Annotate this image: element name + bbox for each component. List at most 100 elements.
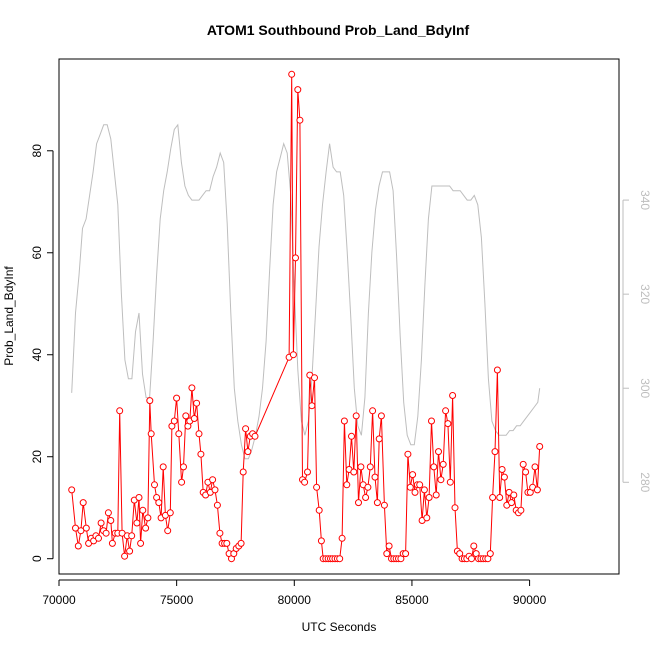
data-point bbox=[362, 494, 370, 501]
data-point bbox=[146, 397, 154, 405]
data-point bbox=[244, 448, 252, 456]
data-point bbox=[369, 407, 377, 415]
data-point bbox=[180, 463, 187, 471]
y2-tick-label: 340 bbox=[638, 190, 650, 210]
data-point bbox=[439, 460, 447, 468]
data-point bbox=[104, 509, 112, 517]
data-point bbox=[251, 432, 259, 440]
data-point bbox=[82, 524, 90, 532]
data-point bbox=[522, 468, 530, 476]
data-point bbox=[444, 420, 452, 428]
data-point bbox=[536, 443, 544, 450]
data-point bbox=[133, 519, 141, 527]
data-point bbox=[377, 412, 385, 420]
data-point bbox=[402, 550, 410, 558]
data-point bbox=[193, 399, 201, 407]
data-point bbox=[239, 468, 247, 476]
data-point bbox=[288, 70, 296, 78]
x-tick-label: 80000 bbox=[278, 593, 312, 607]
y-tick-label: 0 bbox=[30, 555, 44, 562]
data-point bbox=[308, 402, 316, 410]
data-point bbox=[406, 483, 414, 491]
data-point bbox=[375, 435, 383, 443]
data-point bbox=[498, 466, 506, 473]
x-tick-label: 70000 bbox=[42, 593, 76, 607]
data-point bbox=[135, 494, 143, 501]
data-point bbox=[144, 514, 152, 522]
prob-land-series-line bbox=[71, 74, 541, 560]
data-point bbox=[493, 366, 501, 374]
data-point bbox=[491, 448, 499, 456]
series-prob-land bbox=[68, 70, 544, 563]
data-point bbox=[411, 488, 419, 496]
y-axis-label: Prob_Land_BdyInf bbox=[2, 266, 16, 366]
data-point bbox=[348, 432, 355, 440]
data-point bbox=[147, 430, 155, 438]
data-point bbox=[468, 555, 475, 563]
data-point bbox=[190, 415, 198, 422]
data-point bbox=[223, 539, 231, 547]
data-point bbox=[409, 471, 417, 479]
data-point bbox=[449, 392, 457, 399]
data-point bbox=[338, 534, 346, 542]
data-point bbox=[178, 478, 186, 486]
data-point bbox=[355, 499, 362, 507]
data-point bbox=[155, 499, 163, 507]
data-point bbox=[340, 417, 348, 425]
secondary-series-line bbox=[71, 123, 541, 460]
data-point bbox=[97, 519, 105, 527]
data-point bbox=[209, 476, 217, 484]
data-point bbox=[175, 430, 183, 438]
data-point bbox=[352, 412, 360, 420]
data-point bbox=[430, 463, 438, 471]
chart-title: ATOM1 Southbound Prob_Land_BdyInf bbox=[207, 22, 470, 38]
data-point bbox=[311, 374, 318, 382]
data-point bbox=[371, 473, 379, 481]
data-point bbox=[451, 504, 459, 512]
x-tick-label: 90000 bbox=[513, 593, 547, 607]
x-axis-label: UTC Seconds bbox=[302, 620, 377, 634]
data-point bbox=[292, 254, 299, 262]
data-point bbox=[95, 534, 102, 542]
data-point bbox=[213, 501, 221, 509]
data-point bbox=[313, 483, 321, 491]
data-point bbox=[304, 468, 311, 476]
data-point bbox=[128, 532, 136, 540]
data-point bbox=[442, 407, 450, 415]
y2-tick-label: 300 bbox=[638, 378, 650, 398]
series-secondary bbox=[71, 123, 541, 460]
data-point bbox=[404, 450, 412, 458]
data-point bbox=[470, 542, 478, 550]
data-point bbox=[116, 407, 124, 415]
data-point bbox=[137, 539, 145, 547]
x-tick-label: 85000 bbox=[395, 593, 429, 607]
data-point bbox=[216, 529, 224, 537]
data-point bbox=[500, 473, 508, 481]
data-point bbox=[416, 481, 424, 489]
data-point bbox=[508, 499, 515, 507]
data-point bbox=[432, 491, 440, 499]
data-point bbox=[446, 478, 454, 486]
data-point bbox=[139, 506, 147, 514]
data-point bbox=[428, 417, 435, 425]
data-point bbox=[510, 491, 518, 499]
data-point bbox=[423, 514, 431, 522]
data-point bbox=[289, 351, 297, 359]
data-point bbox=[68, 486, 76, 494]
data-point bbox=[533, 486, 541, 494]
data-point bbox=[366, 463, 374, 471]
data-point bbox=[195, 430, 203, 438]
data-point bbox=[108, 539, 116, 547]
data-point bbox=[170, 417, 178, 425]
data-point bbox=[121, 552, 129, 560]
data-point bbox=[142, 524, 150, 532]
data-point bbox=[519, 460, 527, 468]
data-point bbox=[357, 463, 365, 471]
data-point bbox=[350, 468, 358, 476]
data-point bbox=[242, 425, 250, 433]
data-point bbox=[182, 412, 190, 420]
data-point bbox=[531, 463, 539, 471]
data-point bbox=[294, 86, 302, 94]
data-point bbox=[72, 524, 79, 532]
